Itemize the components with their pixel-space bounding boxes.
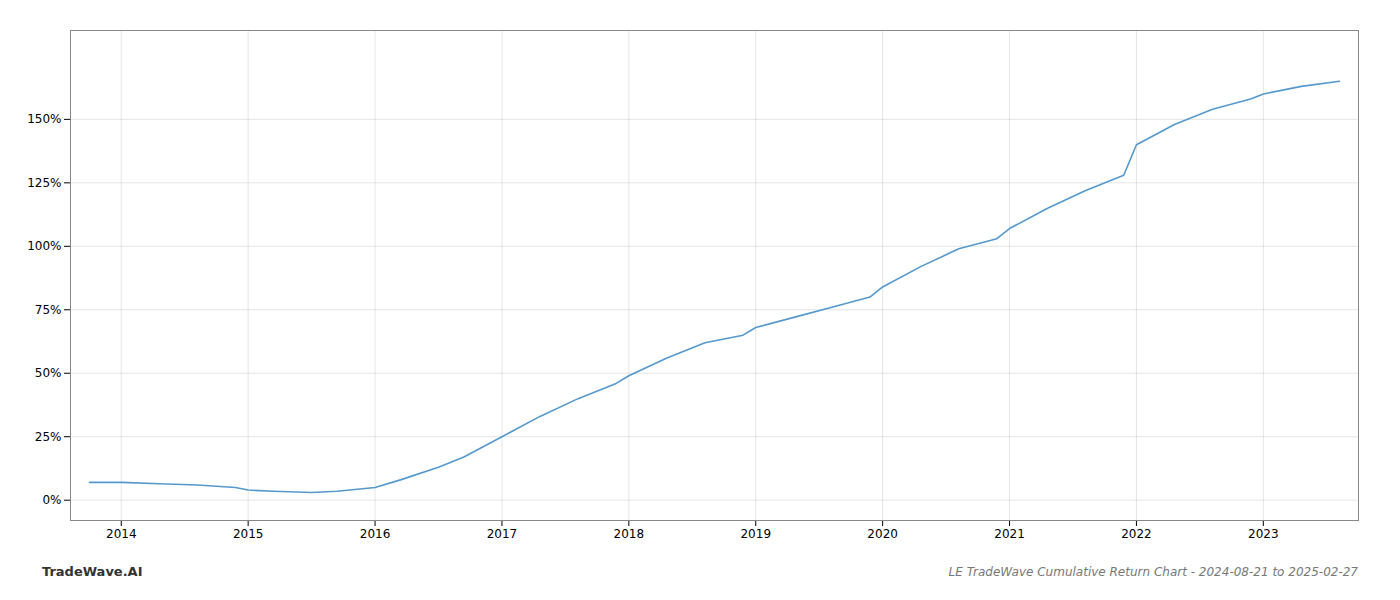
svg-text:75%: 75% bbox=[35, 303, 62, 317]
svg-text:2022: 2022 bbox=[1121, 527, 1152, 541]
svg-text:2018: 2018 bbox=[614, 527, 645, 541]
svg-text:100%: 100% bbox=[27, 239, 61, 253]
svg-text:150%: 150% bbox=[27, 112, 61, 126]
svg-text:25%: 25% bbox=[35, 430, 62, 444]
svg-text:2016: 2016 bbox=[360, 527, 391, 541]
svg-text:125%: 125% bbox=[27, 176, 61, 190]
svg-text:2020: 2020 bbox=[867, 527, 898, 541]
svg-text:2014: 2014 bbox=[106, 527, 137, 541]
svg-text:50%: 50% bbox=[35, 366, 62, 380]
svg-text:2015: 2015 bbox=[233, 527, 264, 541]
html-text:LE TradeWave Cumulative Return: LE TradeWave Cumulative Return Chart - 2… bbox=[948, 565, 1358, 579]
svg-text:2019: 2019 bbox=[740, 527, 771, 541]
svg-text:2017: 2017 bbox=[487, 527, 518, 541]
svg-text:0%: 0% bbox=[42, 493, 61, 507]
svg-text:2023: 2023 bbox=[1248, 527, 1279, 541]
svg-text:2021: 2021 bbox=[994, 527, 1025, 541]
html-text:TradeWave.AI: TradeWave.AI bbox=[42, 564, 143, 579]
